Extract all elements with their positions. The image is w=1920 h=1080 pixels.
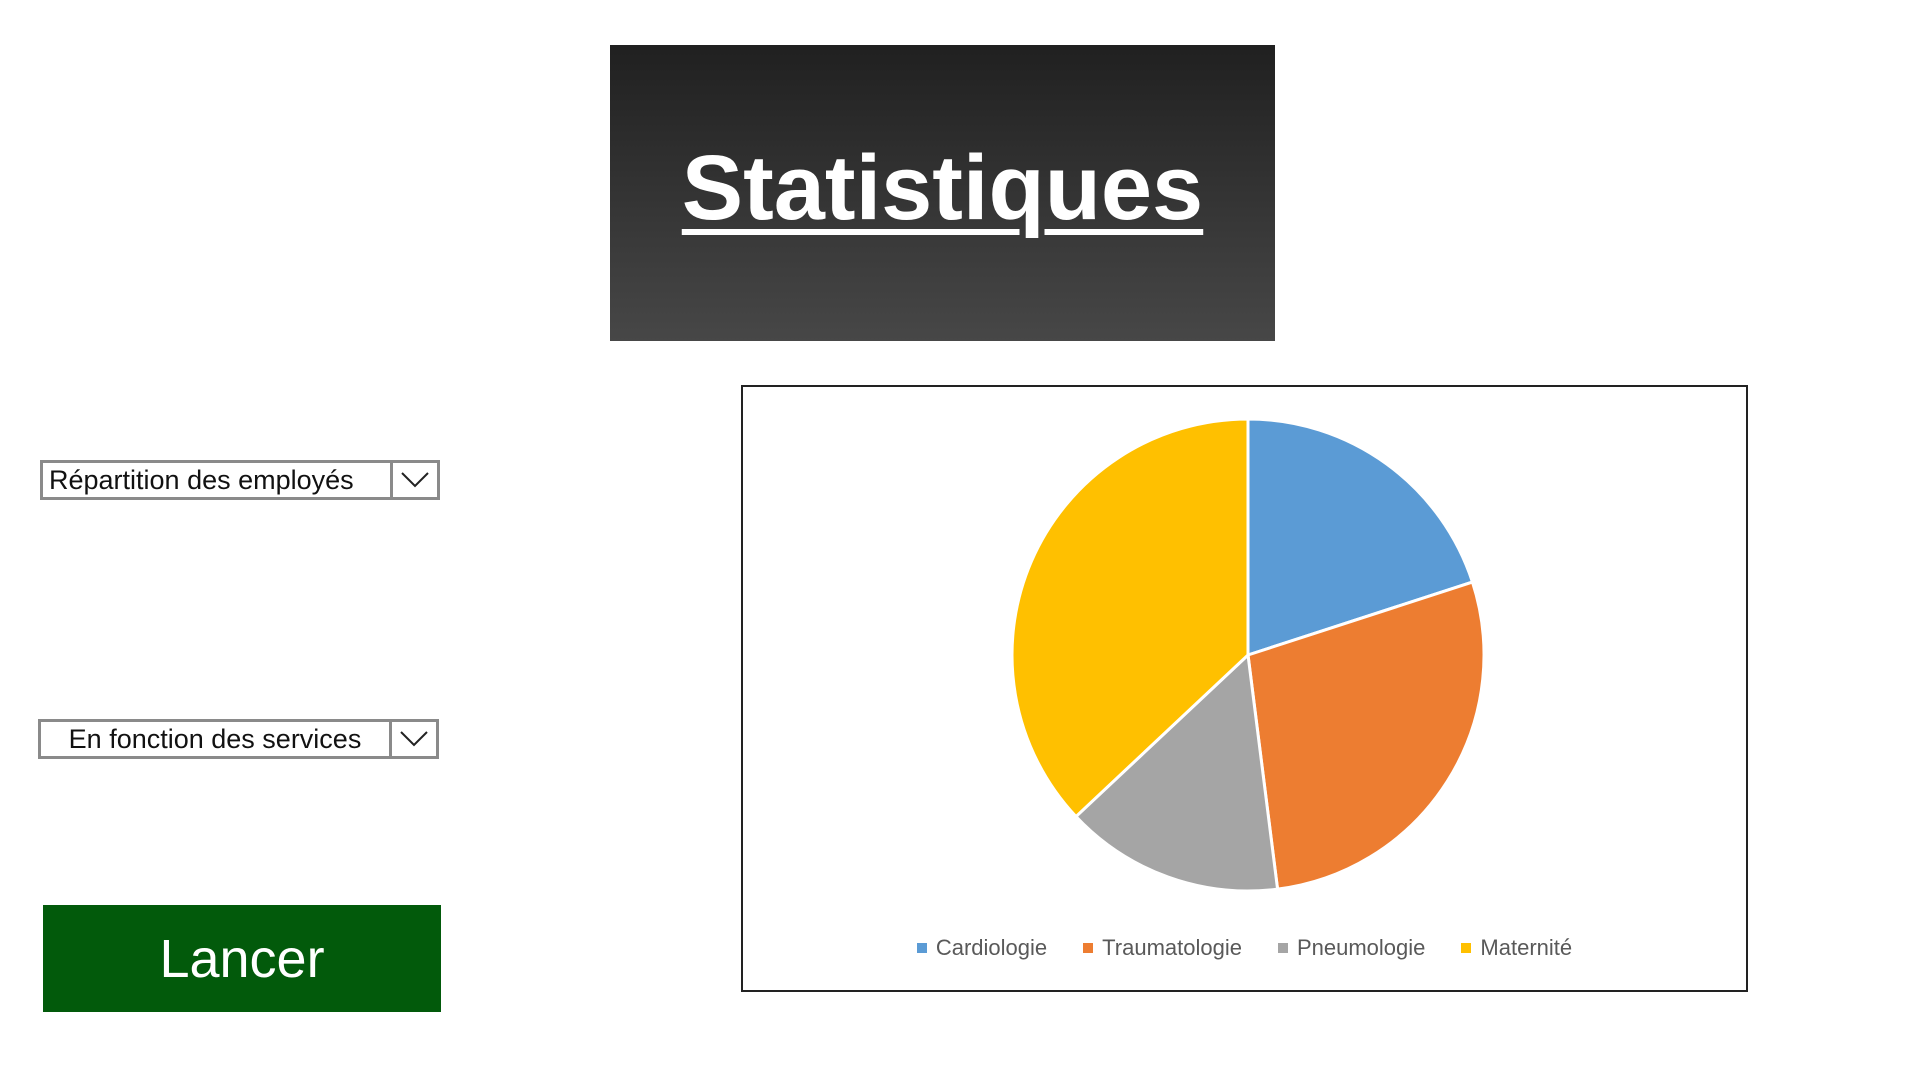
page-title: Statistiques bbox=[681, 136, 1204, 239]
grouping-value: En fonction des services bbox=[68, 723, 362, 754]
legend-item: Maternité bbox=[1461, 935, 1572, 961]
legend-label: Maternité bbox=[1480, 935, 1573, 960]
grouping-dropdown-button[interactable] bbox=[389, 722, 436, 756]
legend-label: Cardiologie bbox=[935, 935, 1048, 960]
legend-label: Pneumologie bbox=[1296, 935, 1426, 960]
chevron-down-icon bbox=[400, 731, 428, 747]
legend-label: Traumatologie bbox=[1102, 935, 1242, 960]
legend-item: Pneumologie bbox=[1277, 935, 1426, 961]
launch-button[interactable]: Lancer bbox=[43, 905, 441, 1012]
legend-swatch bbox=[1277, 943, 1288, 953]
chart-legend: Cardiologie Traumatologie Pneumologie Mater… bbox=[743, 935, 1746, 961]
grouping-dropdown[interactable]: En fonction des services bbox=[38, 719, 439, 759]
statistic-type-dropdown-button[interactable] bbox=[390, 463, 437, 497]
legend-item: Traumatologie bbox=[1083, 935, 1242, 961]
legend-swatch bbox=[916, 943, 927, 953]
legend-swatch bbox=[1083, 943, 1094, 953]
pie-chart-svg bbox=[1010, 417, 1486, 893]
title-banner: Statistiques bbox=[610, 45, 1275, 341]
statistic-type-dropdown[interactable]: Répartition des employés bbox=[40, 460, 440, 500]
legend-item: Cardiologie bbox=[916, 935, 1048, 961]
statistic-type-value: Répartition des employés bbox=[49, 464, 354, 495]
legend-swatch bbox=[1461, 943, 1472, 953]
chevron-down-icon bbox=[401, 472, 429, 488]
pie-slice-maternité bbox=[1010, 417, 1250, 819]
pie-chart: Cardiologie Traumatologie Pneumologie Mater… bbox=[741, 385, 1748, 992]
pie-slice-cardiologie bbox=[1246, 417, 1475, 658]
pie-slice-traumatologie bbox=[1246, 580, 1486, 891]
pie-slice-pneumologie bbox=[1073, 651, 1280, 893]
